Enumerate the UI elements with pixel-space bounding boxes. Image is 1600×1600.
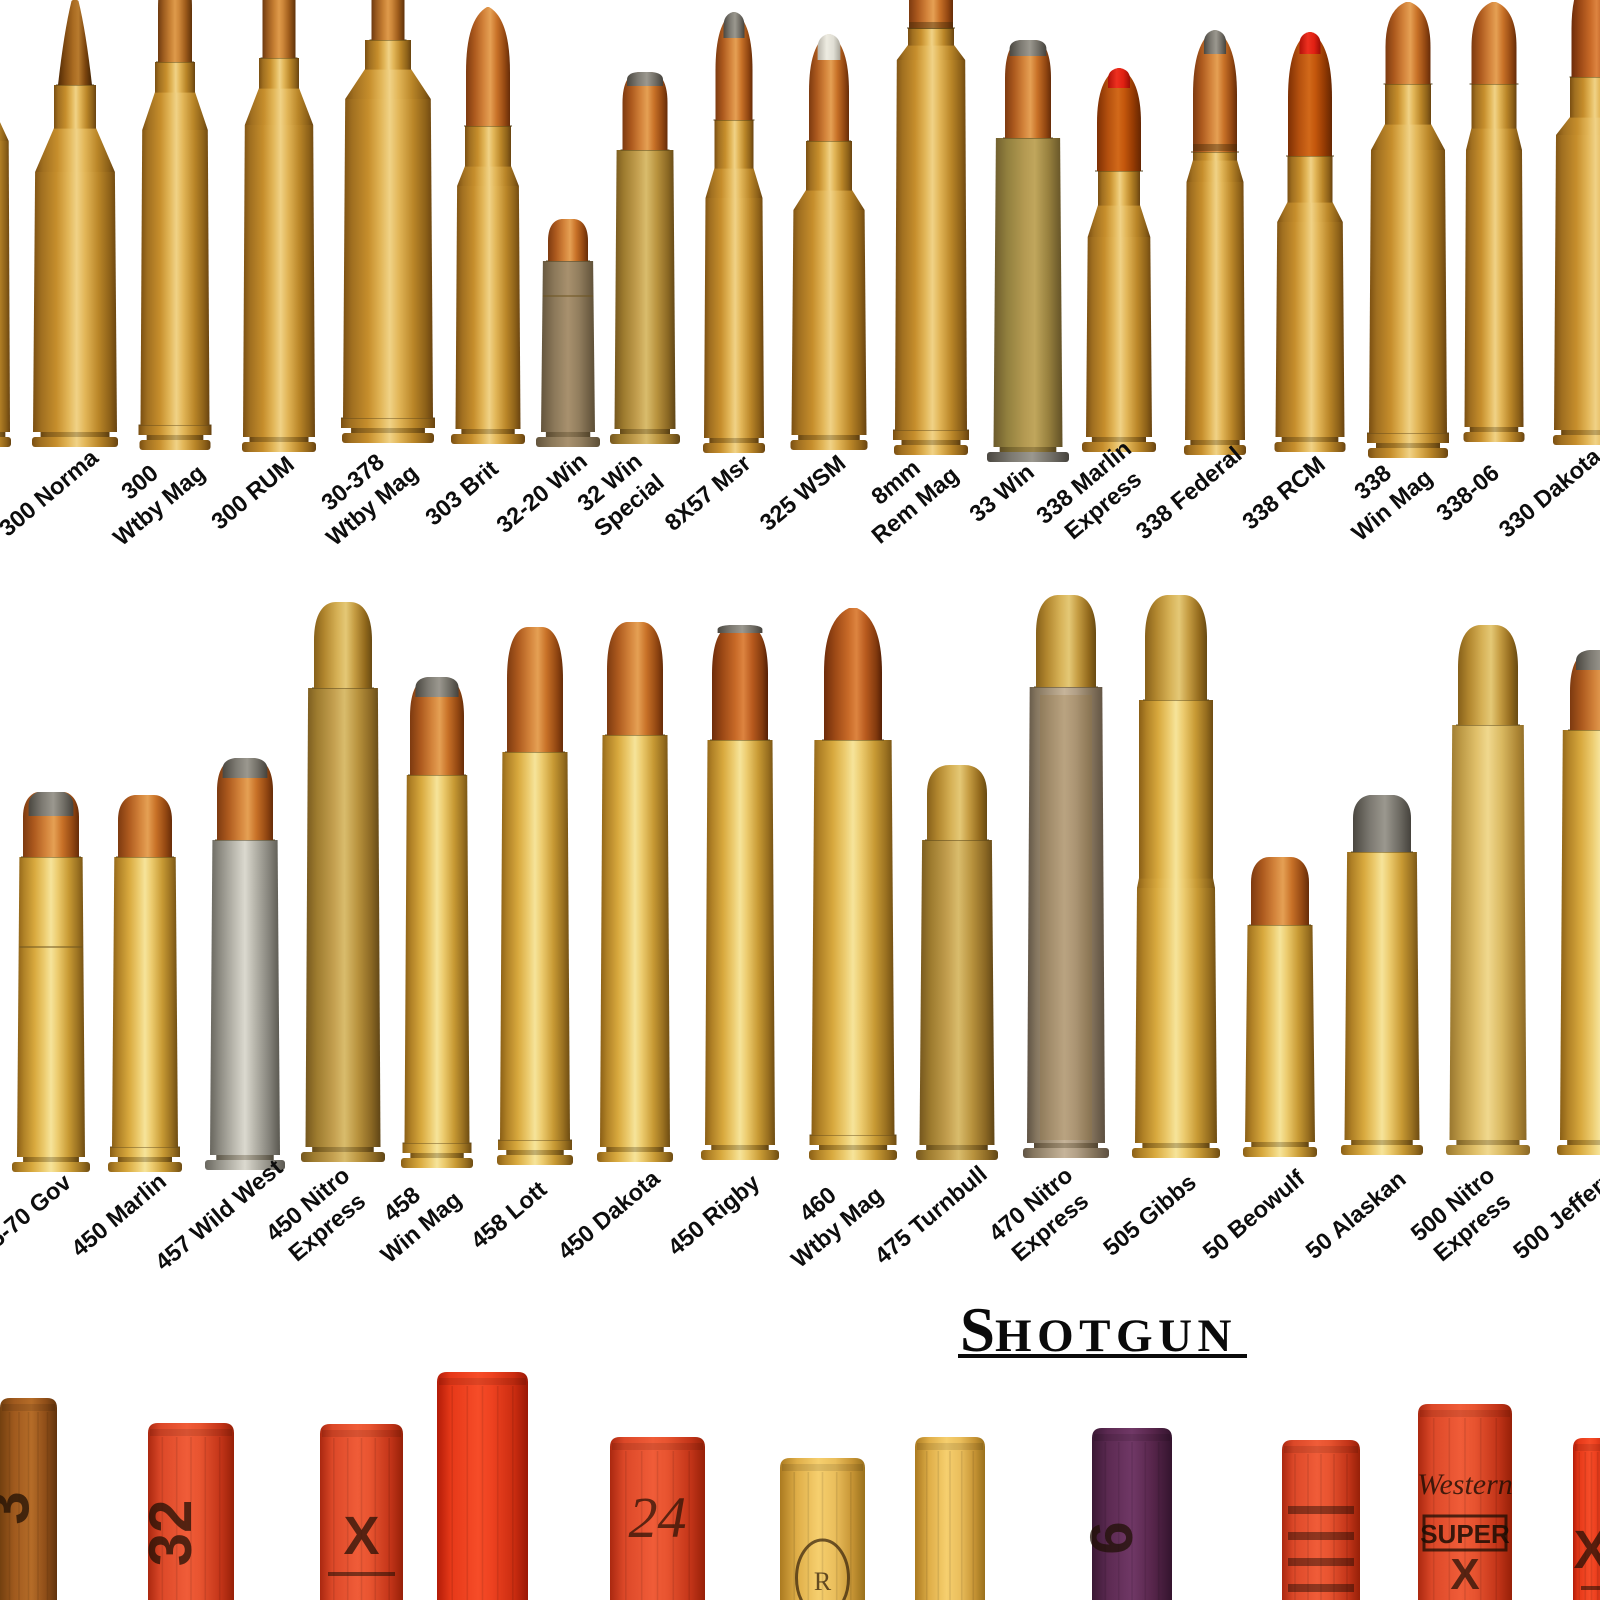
svg-text:Western: Western	[1417, 1468, 1513, 1501]
svg-text:6: 6	[1078, 1521, 1145, 1554]
svg-text:SHOTGUN: SHOTGUN	[960, 1295, 1237, 1365]
svg-text:X: X	[343, 1506, 379, 1566]
svg-text:3: 3	[0, 1491, 42, 1524]
svg-text:R: R	[814, 1567, 832, 1596]
svg-text:24: 24	[629, 1485, 687, 1550]
svg-text:32: 32	[137, 1500, 204, 1567]
svg-text:X: X	[1450, 1550, 1479, 1599]
svg-text:X: X	[1573, 1520, 1600, 1580]
svg-text:SUPER: SUPER	[1420, 1519, 1510, 1549]
